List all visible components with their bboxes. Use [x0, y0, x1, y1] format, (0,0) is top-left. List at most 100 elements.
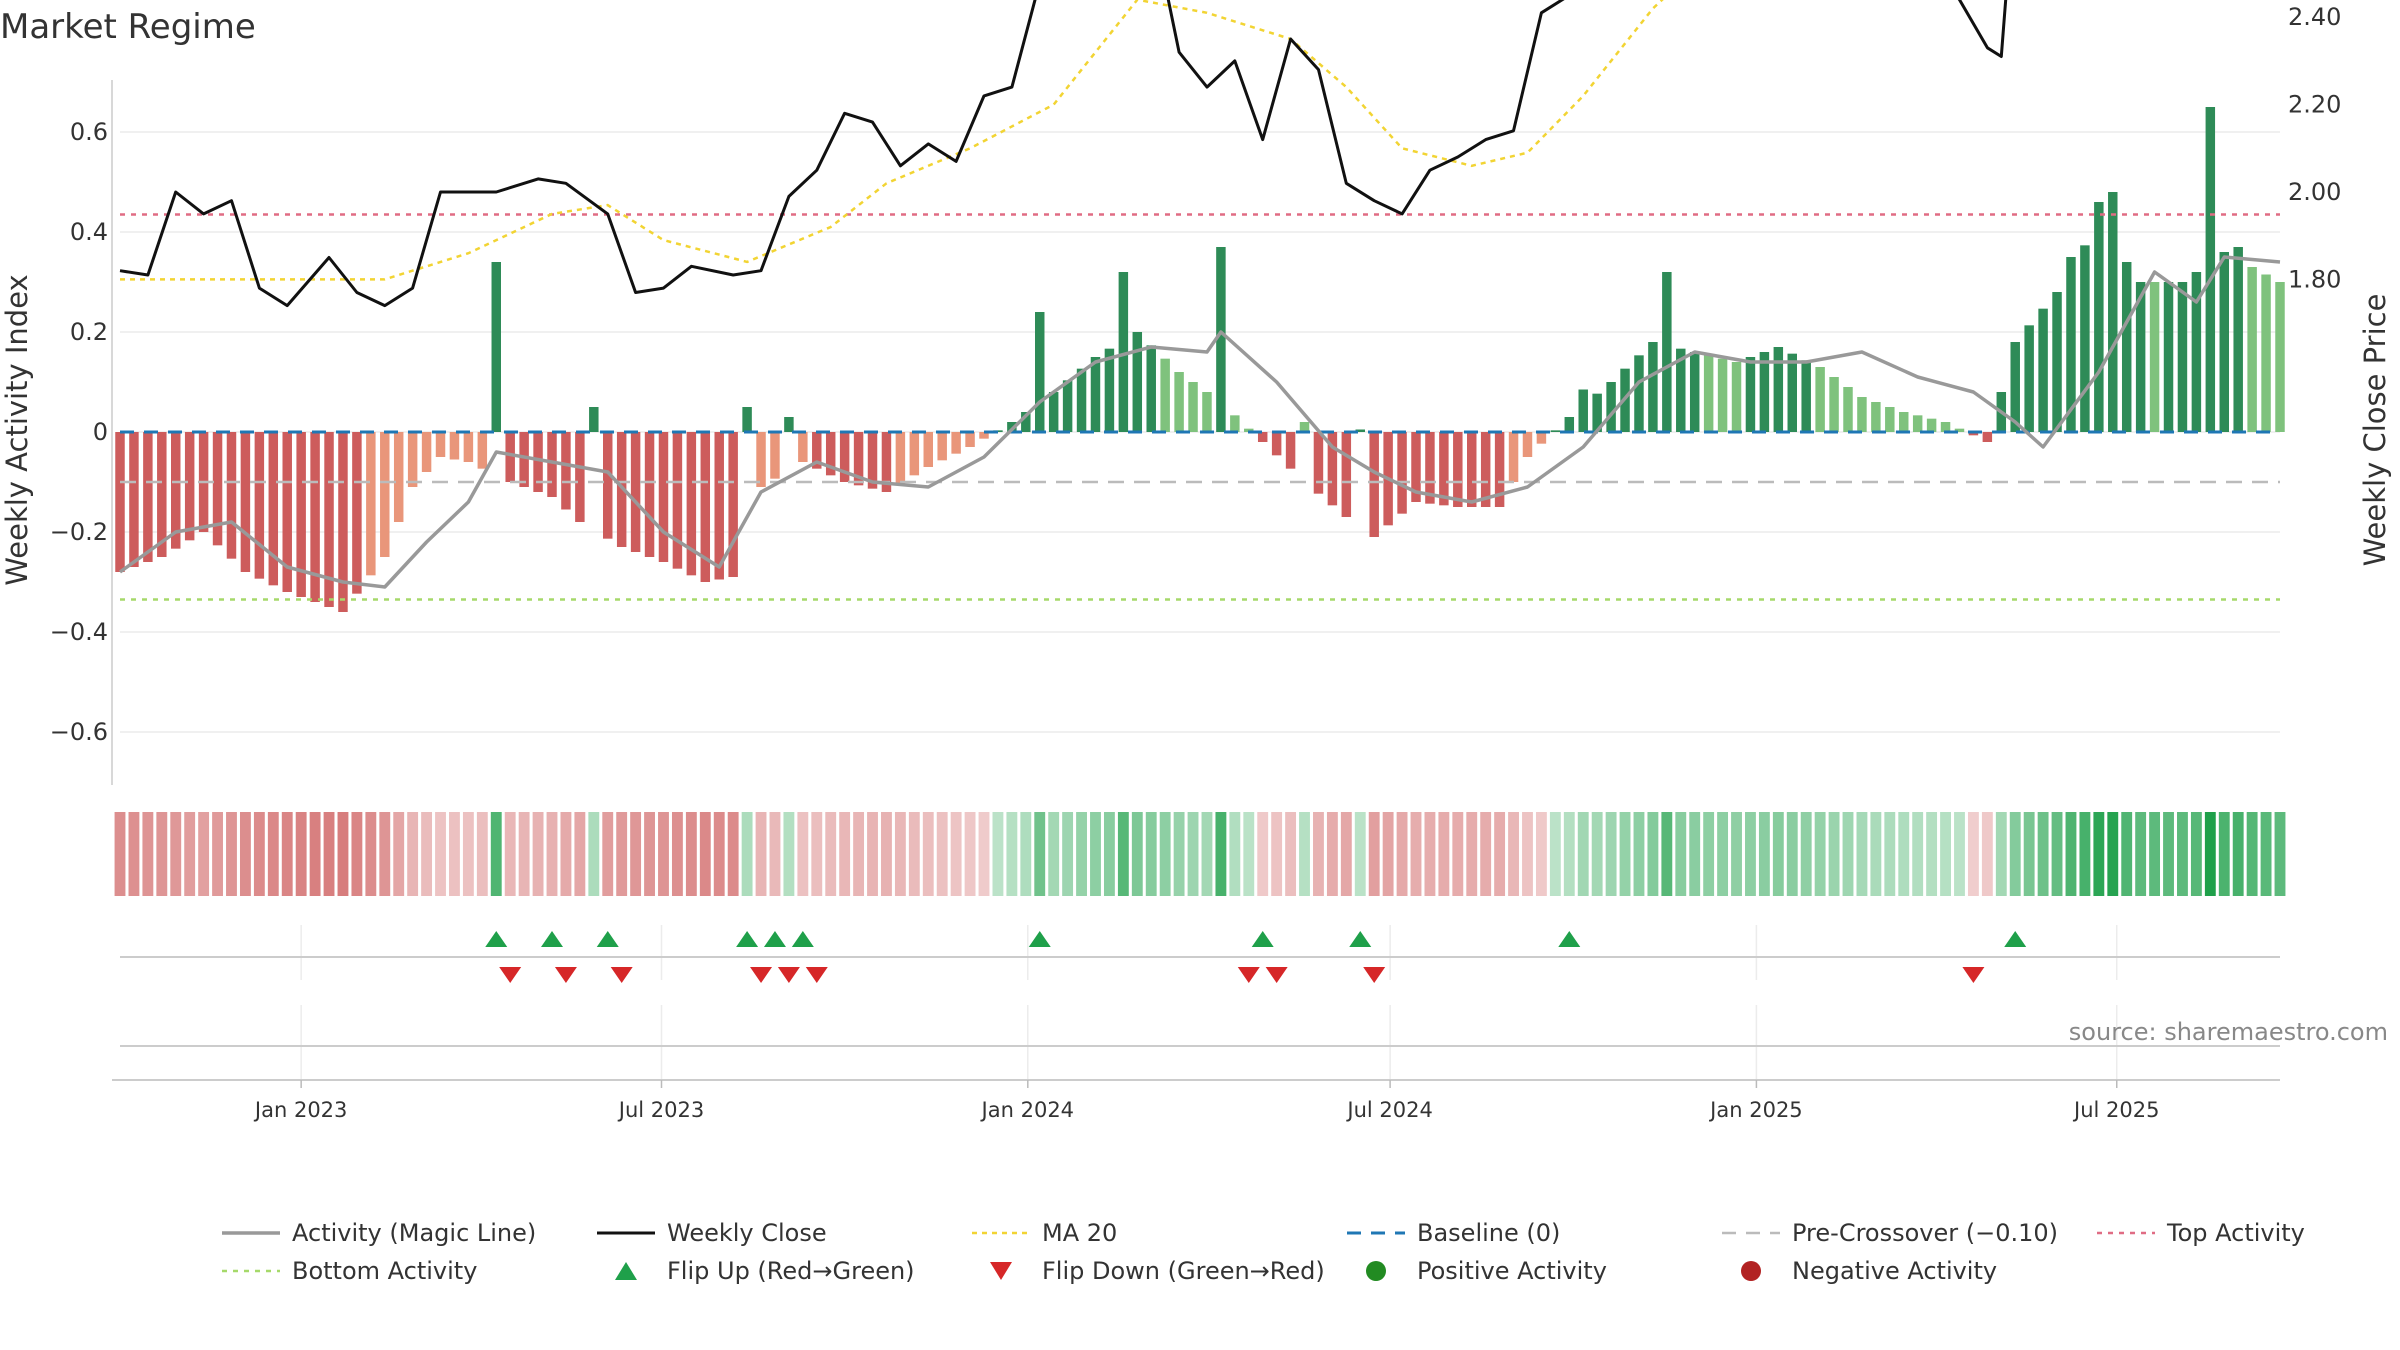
- y-axis-left-label: Weekly Activity Index: [0, 274, 34, 585]
- magic-line: [118, 255, 2281, 589]
- regime-cell: [1884, 812, 1896, 896]
- ma20-line: [120, 0, 1664, 281]
- activity-bar: [1982, 432, 1993, 442]
- activity-bar: [2080, 245, 2090, 432]
- activity-bar: [644, 432, 655, 557]
- activity-bar: [672, 432, 683, 569]
- activity-bar: [184, 432, 195, 541]
- regime-cell: [2177, 812, 2188, 896]
- activity-bar: [1035, 312, 1045, 432]
- regime-cell: [239, 812, 251, 896]
- regime-cell: [1076, 812, 1087, 896]
- regime-cell: [518, 812, 530, 896]
- legend-item: Top Activity: [2097, 1219, 2305, 1247]
- legend-item: Flip Down (Green→Red): [990, 1257, 1325, 1285]
- x-axis: Jan 2023 Jul 2023 Jan 2024 Jul 2024 Jan 2025…: [112, 1079, 2280, 1122]
- regime-cell: [1257, 812, 1269, 896]
- activity-bar: [1453, 432, 1463, 507]
- regime-cell: [1103, 812, 1115, 896]
- legend-item: Weekly Close: [597, 1219, 827, 1247]
- regime-cell: [1243, 812, 1255, 896]
- activity-bar: [393, 432, 404, 522]
- regime-cell: [797, 812, 809, 896]
- legend-item: MA 20: [972, 1219, 1117, 1247]
- regime-cell: [476, 812, 488, 896]
- activity-bar: [937, 432, 947, 461]
- regime-cell: [198, 812, 210, 896]
- activity-bar: [1313, 432, 1324, 494]
- flip-down-marker: [1237, 967, 1260, 983]
- flip-up-marker: [596, 931, 619, 947]
- legend-label: Top Activity: [2166, 1219, 2305, 1247]
- flip-up-marker: [485, 931, 508, 947]
- legend-item: Pre-Crossover (−0.10): [1722, 1219, 2058, 1247]
- activity-bar: [2038, 308, 2048, 432]
- activity-bar: [2163, 282, 2174, 432]
- flip-down-marker: [499, 967, 522, 983]
- activity-bar: [714, 432, 724, 580]
- y-left-tick-label: −0.4: [50, 618, 108, 646]
- regime-cell: [2079, 812, 2091, 896]
- regime-cell: [1187, 812, 1199, 896]
- regime-cell: [490, 812, 502, 896]
- regime-cell: [1940, 812, 1951, 896]
- y-left-tick-label: 0.4: [70, 218, 108, 246]
- regime-cell: [2023, 812, 2035, 896]
- activity-bar: [812, 432, 822, 469]
- activity-bar: [1439, 432, 1449, 506]
- regime-cell: [1354, 812, 1366, 896]
- activity-bar: [2052, 292, 2062, 432]
- activity-bar: [1885, 407, 1895, 432]
- legend-item: Flip Up (Red→Green): [615, 1257, 915, 1285]
- regime-cell: [1800, 812, 1812, 896]
- activity-bar: [951, 432, 961, 454]
- activity-bar: [1634, 355, 1644, 432]
- activity-bar: [630, 432, 641, 552]
- y-right-tick-label: 1.80: [2288, 265, 2341, 293]
- regime-cell: [1772, 812, 1784, 896]
- activity-bar: [310, 432, 320, 602]
- regime-cell: [379, 812, 391, 896]
- regime-cell: [1438, 812, 1450, 896]
- regime-cell: [713, 812, 725, 896]
- activity-bar: [853, 432, 864, 486]
- regime-cell: [1396, 812, 1408, 896]
- regime-cell: [2218, 812, 2230, 896]
- legend-label: Weekly Close: [667, 1219, 827, 1247]
- regime-cell: [769, 812, 781, 896]
- regime-cell: [1577, 812, 1589, 896]
- activity-bar: [2066, 257, 2076, 432]
- regime-cell: [323, 812, 335, 896]
- flip-up-marker: [2004, 931, 2027, 947]
- activity-bar: [1132, 332, 1143, 432]
- activity-bar: [1857, 397, 1867, 432]
- regime-cell: [1340, 812, 1352, 896]
- x-tick-label: Jan 2023: [253, 1098, 348, 1122]
- regime-cell: [2065, 812, 2077, 896]
- activity-bar: [1494, 432, 1505, 507]
- activity-bar: [1271, 432, 1282, 456]
- flip-up-marker: [541, 931, 563, 947]
- regime-cell: [2135, 812, 2147, 896]
- activity-bar: [1703, 355, 1714, 432]
- activity-bar: [1536, 432, 1547, 444]
- activity-bar: [1522, 432, 1533, 457]
- flip-up-marker: [1251, 931, 1274, 947]
- y-left-tick-label: −0.2: [50, 518, 108, 546]
- activity-bar: [1648, 342, 1658, 432]
- activity-bar: [686, 432, 697, 576]
- activity-bar: [491, 262, 501, 432]
- activity-bar: [1090, 357, 1101, 432]
- activity-bar: [1188, 382, 1198, 432]
- regime-cell: [1954, 812, 1965, 896]
- y-axis-right-label: Weekly Close Price: [2358, 294, 2392, 567]
- flip-down-marker: [610, 967, 633, 983]
- legend-item: Negative Activity: [1741, 1257, 1997, 1285]
- regime-cell: [435, 812, 446, 896]
- activity-bar: [268, 432, 279, 586]
- activity-bar: [2135, 282, 2146, 432]
- activity-bar: [1355, 429, 1365, 432]
- regime-cell: [741, 812, 753, 896]
- legend-label: MA 20: [1042, 1219, 1117, 1247]
- activity-bar: [1299, 422, 1310, 432]
